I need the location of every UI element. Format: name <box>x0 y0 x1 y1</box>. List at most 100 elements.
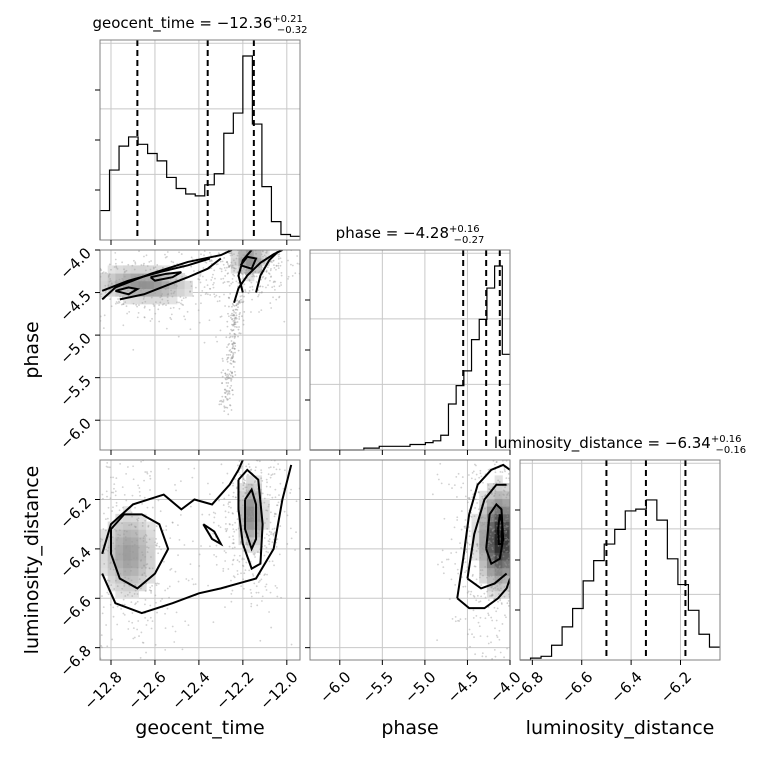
scatter-point <box>242 487 245 490</box>
scatter-point <box>505 550 508 553</box>
scatter-point <box>121 587 124 590</box>
scatter-point <box>250 235 252 237</box>
density-cell <box>238 265 247 274</box>
scatter-point <box>498 589 501 592</box>
scatter-point <box>172 306 175 309</box>
scatter-point <box>280 261 283 263</box>
density-cell <box>138 296 147 305</box>
scatter-point <box>262 458 264 460</box>
scatter-point <box>495 567 497 570</box>
scatter-point <box>248 522 251 525</box>
scatter-point <box>264 225 266 227</box>
scatter-point <box>118 301 121 304</box>
scatter-point <box>143 280 146 282</box>
scatter-point <box>231 318 233 321</box>
scatter-point <box>184 296 187 299</box>
scatter-point <box>278 553 281 556</box>
x-tick-label: −6.0 <box>316 668 354 706</box>
scatter-point <box>490 595 493 597</box>
density-cell <box>486 590 496 599</box>
scatter-point <box>243 295 245 298</box>
scatter-point <box>464 519 467 521</box>
scatter-point <box>443 517 446 520</box>
scatter-point <box>30 293 32 295</box>
scatter-point <box>130 282 133 285</box>
scatter-point <box>249 588 252 591</box>
scatter-point <box>554 552 556 554</box>
scatter-point <box>167 293 170 295</box>
scatter-point <box>454 562 457 565</box>
scatter-point <box>227 376 230 379</box>
scatter-point <box>221 357 224 360</box>
scatter-point <box>103 512 105 515</box>
contour-line <box>101 250 233 301</box>
scatter-point <box>547 523 549 525</box>
scatter-point <box>479 431 481 433</box>
scatter-point <box>71 285 73 287</box>
scatter-point <box>200 545 202 547</box>
scatter-point <box>546 672 548 674</box>
scatter-point <box>113 528 116 531</box>
scatter-point <box>229 252 231 255</box>
scatter-point <box>483 443 485 445</box>
scatter-point <box>514 571 516 573</box>
scatter-point <box>521 524 523 526</box>
scatter-point <box>236 302 238 305</box>
scatter-point <box>233 269 236 272</box>
scatter-point <box>258 266 261 268</box>
scatter-point <box>490 526 493 529</box>
scatter-point <box>231 413 233 415</box>
scatter-point <box>240 301 243 304</box>
scatter-point <box>198 278 201 281</box>
scatter-point <box>274 488 277 491</box>
scatter-point <box>254 493 256 495</box>
density-cell <box>246 536 255 546</box>
contour-line <box>237 468 264 571</box>
scatter-point <box>265 589 268 591</box>
scatter-point <box>258 291 261 294</box>
scatter-point <box>244 486 247 489</box>
scatter-point <box>230 440 232 442</box>
scatter-point <box>228 296 230 299</box>
density-cell <box>479 560 488 569</box>
scatter-point <box>228 252 230 254</box>
density-cell <box>123 567 132 576</box>
y-tick-label: −6.0 <box>56 414 94 452</box>
density-cell <box>486 506 496 515</box>
scatter-point <box>85 272 87 274</box>
scatter-point <box>541 487 543 489</box>
scatter-point <box>474 653 477 656</box>
density-cell <box>138 265 147 274</box>
scatter-point <box>527 536 529 538</box>
scatter-point <box>478 421 480 423</box>
scatter-point <box>255 248 257 250</box>
scatter-point <box>190 256 193 259</box>
scatter-point <box>493 494 496 497</box>
scatter-point <box>141 521 144 524</box>
scatter-point <box>237 464 239 467</box>
scatter-point <box>453 484 456 487</box>
scatter-point <box>92 626 94 628</box>
scatter-point <box>243 558 245 561</box>
scatter-point <box>200 294 202 297</box>
density-cell <box>138 288 147 297</box>
scatter-point <box>494 430 496 432</box>
scatter-point <box>106 461 109 464</box>
scatter-point <box>245 228 247 230</box>
scatter-point <box>212 532 215 535</box>
scatter-point <box>254 556 256 558</box>
scatter-point <box>159 510 162 513</box>
scatter-point <box>261 285 264 288</box>
scatter-point <box>218 295 221 298</box>
scatter-point <box>240 256 243 259</box>
scatter-point <box>166 587 169 590</box>
scatter-point <box>226 373 229 376</box>
scatter-point <box>296 255 299 257</box>
scatter-point <box>283 510 286 513</box>
scatter-point <box>472 552 475 555</box>
scatter-point <box>257 244 259 246</box>
scatter-point <box>513 668 515 670</box>
scatter-point <box>543 511 545 513</box>
scatter-point <box>273 247 275 249</box>
scatter-point <box>163 560 165 563</box>
